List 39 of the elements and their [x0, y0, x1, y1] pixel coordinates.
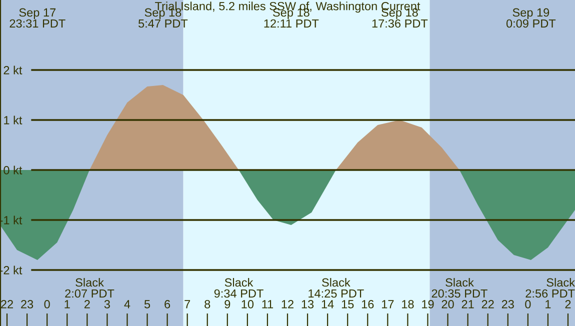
x-tick-label: 15	[342, 300, 354, 308]
x-tick-label: 3	[104, 300, 110, 308]
annotation: Sep 19 0:09 PDT	[506, 8, 556, 28]
x-tick-label: 14	[322, 300, 334, 308]
annotation: Slack 2:07 PDT	[65, 278, 114, 298]
x-tick-label: 11	[262, 300, 274, 308]
x-tick-label: 20	[442, 300, 454, 308]
x-tick-label: 8	[204, 300, 210, 308]
y-tick-label: 1 kt	[4, 116, 22, 124]
x-tick-label: 0	[44, 300, 50, 308]
x-tick-label: 18	[402, 300, 414, 308]
x-tick-label: 7	[184, 300, 190, 308]
annotation: Slack 14:25 PDT	[308, 278, 364, 298]
annotation: Sep 17 23:31 PDT	[10, 8, 66, 28]
x-tick-label: 10	[242, 300, 254, 308]
x-tick-label: 1	[64, 300, 70, 308]
x-tick-label: 12	[282, 300, 294, 308]
x-tick-label: 6	[164, 300, 170, 308]
x-tick-label: 0	[525, 300, 531, 308]
x-tick-label: 22	[482, 300, 494, 308]
annotation: Slack 9:34 PDT	[214, 278, 264, 298]
x-tick-label: 16	[362, 300, 374, 308]
x-tick-label: 1	[546, 300, 551, 308]
x-tick-label: 4	[124, 300, 130, 308]
x-tick-label: 23	[502, 300, 514, 308]
x-tick-label: 9	[224, 300, 230, 308]
y-tick-label: 2 kt	[4, 66, 22, 74]
x-tick-label: 22	[1, 300, 13, 308]
x-tick-label: 19	[422, 300, 434, 308]
x-tick-label: 5	[144, 300, 150, 308]
annotation: Slack 20:35 PDT	[432, 278, 488, 298]
annotation: Slack 2:56 PDT	[526, 278, 575, 298]
x-tick-label: 13	[302, 300, 314, 308]
x-tick-label: 23	[21, 300, 34, 308]
x-tick-label: 2	[84, 300, 90, 308]
x-tick-label: 21	[462, 300, 474, 308]
x-tick-label: 2	[565, 300, 571, 308]
y-tick-label: -2 kt	[0, 266, 22, 274]
x-tick-label: 17	[382, 300, 394, 308]
